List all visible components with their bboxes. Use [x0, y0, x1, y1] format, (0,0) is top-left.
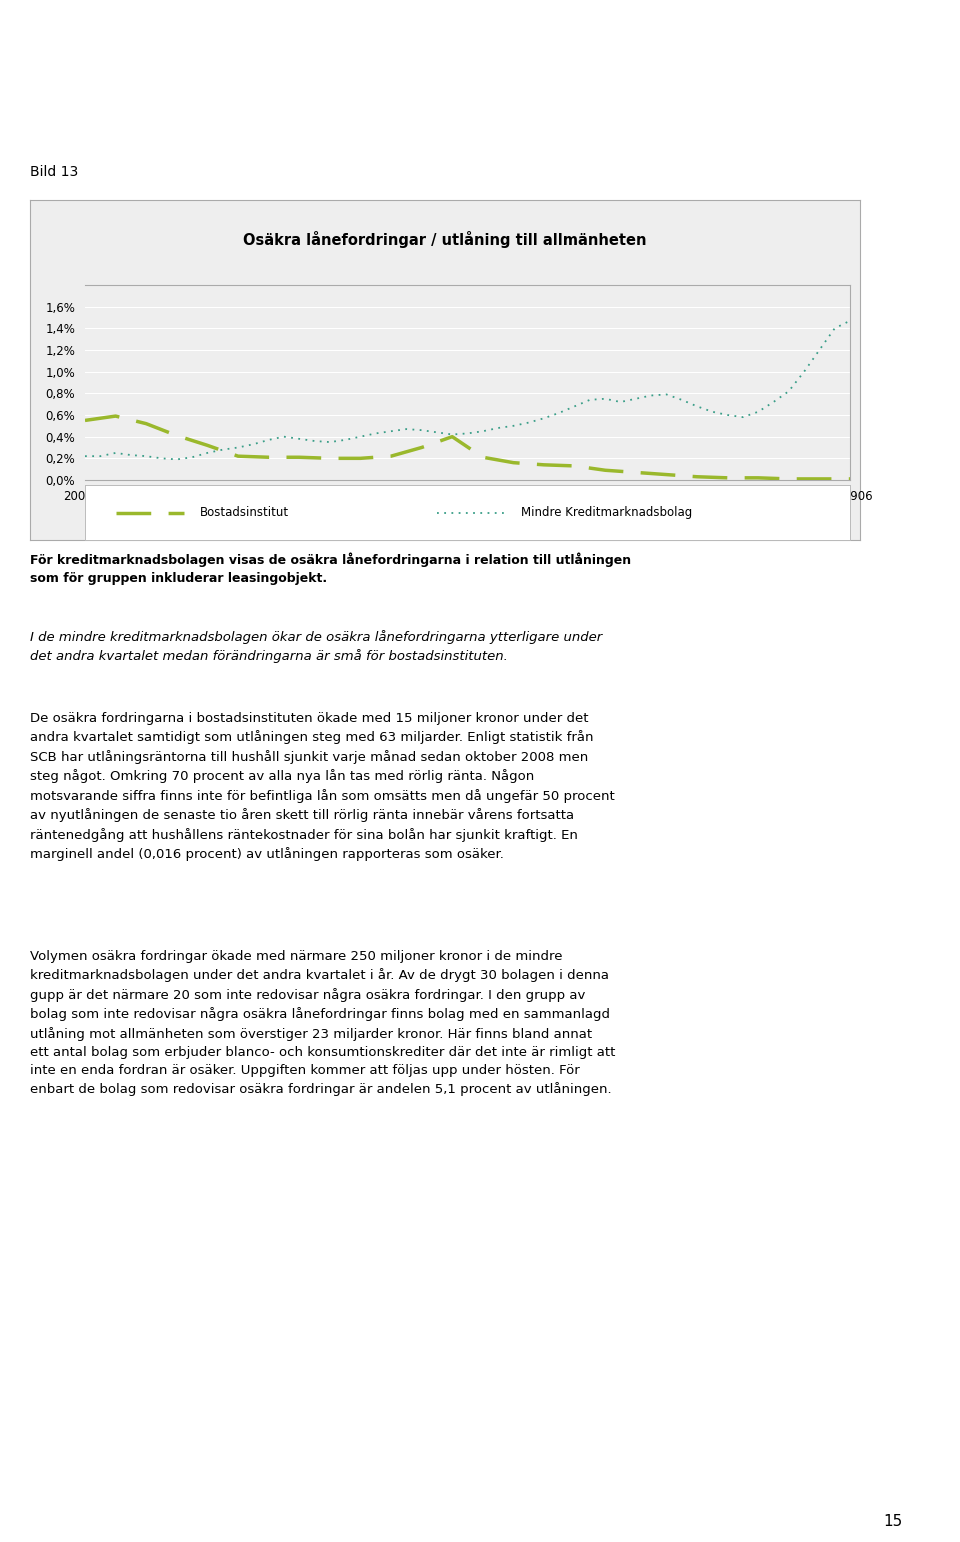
Text: I de mindre kreditmarknadsbolagen ökar de osäkra lånefordringarna ytterligare un: I de mindre kreditmarknadsbolagen ökar d…: [30, 631, 602, 663]
Text: 15: 15: [883, 1514, 902, 1528]
Text: För kreditmarknadsbolagen visas de osäkra lånefordringarna i relation till utlån: För kreditmarknadsbolagen visas de osäkr…: [30, 552, 631, 584]
Text: Mindre Kreditmarknadsbolag: Mindre Kreditmarknadsbolag: [521, 506, 692, 520]
Text: Osäkra lånefordringar / utlåning till allmänheten: Osäkra lånefordringar / utlåning till al…: [243, 231, 647, 248]
Text: Volymen osäkra fordringar ökade med närmare 250 miljoner kronor i de mindre
kred: Volymen osäkra fordringar ökade med närm…: [30, 950, 615, 1096]
Text: Bostadsinstitut: Bostadsinstitut: [200, 506, 289, 520]
Text: Bild 13: Bild 13: [30, 165, 79, 179]
Text: De osäkra fordringarna i bostadsinstituten ökade med 15 miljoner kronor under de: De osäkra fordringarna i bostadsinstitut…: [30, 712, 614, 860]
